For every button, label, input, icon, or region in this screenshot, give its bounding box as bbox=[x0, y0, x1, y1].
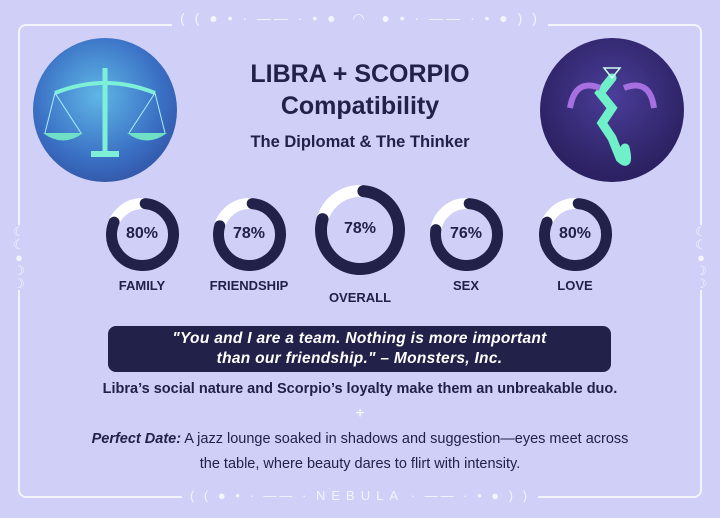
gauge-sex: 76% SEX bbox=[406, 197, 526, 293]
quote-line-1: "You and I are a team. Nothing is more i… bbox=[172, 330, 547, 347]
gauge-percent: 78% bbox=[343, 220, 377, 237]
donut-chart bbox=[105, 198, 179, 271]
left-moon-ornament: ☾ ☾ ● ☽ ☽ bbox=[11, 225, 27, 290]
top-ornament: ( ( ● • · —— · • ● ◠ ● • · —— · • ● ) ) bbox=[0, 10, 720, 27]
gauge-percent: 78% bbox=[232, 224, 266, 242]
footer-ornament: ( ( ● • · —— · NEBULA · —— · • ● ) ) bbox=[0, 488, 720, 503]
gauge-label: FAMILY bbox=[118, 278, 166, 293]
donut-fill bbox=[212, 198, 286, 271]
gauge-overall: 78% OVERALL bbox=[300, 184, 420, 305]
gauge-label: FRIENDSHIP bbox=[209, 278, 289, 293]
title-line-2: Compatibility bbox=[280, 92, 440, 120]
gauge-friendship: 78% FRIENDSHIP bbox=[189, 197, 309, 293]
libra-image bbox=[33, 38, 177, 182]
donut-chart bbox=[315, 184, 405, 275]
right-moon-ornament: ☾ ☾ ● ☽ ☽ bbox=[693, 225, 709, 290]
gauge-love: 80% LOVE bbox=[515, 197, 635, 293]
gauge-label: SEX bbox=[452, 278, 479, 293]
gauge-label: OVERALL bbox=[328, 290, 392, 305]
perfect-date-text: A jazz lounge soaked in shadows and sugg… bbox=[181, 431, 629, 447]
scorpio-scorpion-icon bbox=[567, 67, 657, 166]
gauge-percent: 80% bbox=[125, 224, 159, 242]
quote-box: "You and I are a team. Nothing is more i… bbox=[108, 326, 611, 372]
gauge-percent: 76% bbox=[449, 224, 483, 242]
perfect-date-label: Perfect Date: bbox=[91, 431, 182, 447]
quote-line-2: than our friendship." – Monsters, Inc. bbox=[216, 350, 503, 367]
donut-chart bbox=[429, 198, 503, 271]
perfect-date-line-2: the table, where beauty dares to flirt w… bbox=[199, 456, 521, 472]
summary-text: Libra’s social nature and Scorpio’s loya… bbox=[102, 381, 618, 397]
scorpio-image bbox=[540, 38, 684, 182]
gauge-family: 80% FAMILY bbox=[82, 197, 202, 293]
donut-fill bbox=[105, 198, 179, 271]
donut-chart bbox=[538, 198, 612, 271]
donut-fill bbox=[315, 184, 405, 275]
separator-plus: + bbox=[355, 405, 365, 422]
donut-fill bbox=[429, 198, 503, 271]
brand-name: NEBULA bbox=[315, 488, 405, 503]
perfect-date-line-1: Perfect Date: A jazz lounge soaked in sh… bbox=[40, 431, 680, 447]
gauge-label: LOVE bbox=[557, 278, 593, 293]
gauge-percent: 80% bbox=[558, 224, 592, 242]
subtitle: The Diplomat & The Thinker bbox=[250, 133, 470, 151]
donut-chart bbox=[212, 198, 286, 271]
title-line-1: LIBRA + SCORPIO bbox=[250, 60, 470, 88]
libra-scales-icon bbox=[43, 68, 167, 157]
donut-fill bbox=[538, 198, 612, 271]
